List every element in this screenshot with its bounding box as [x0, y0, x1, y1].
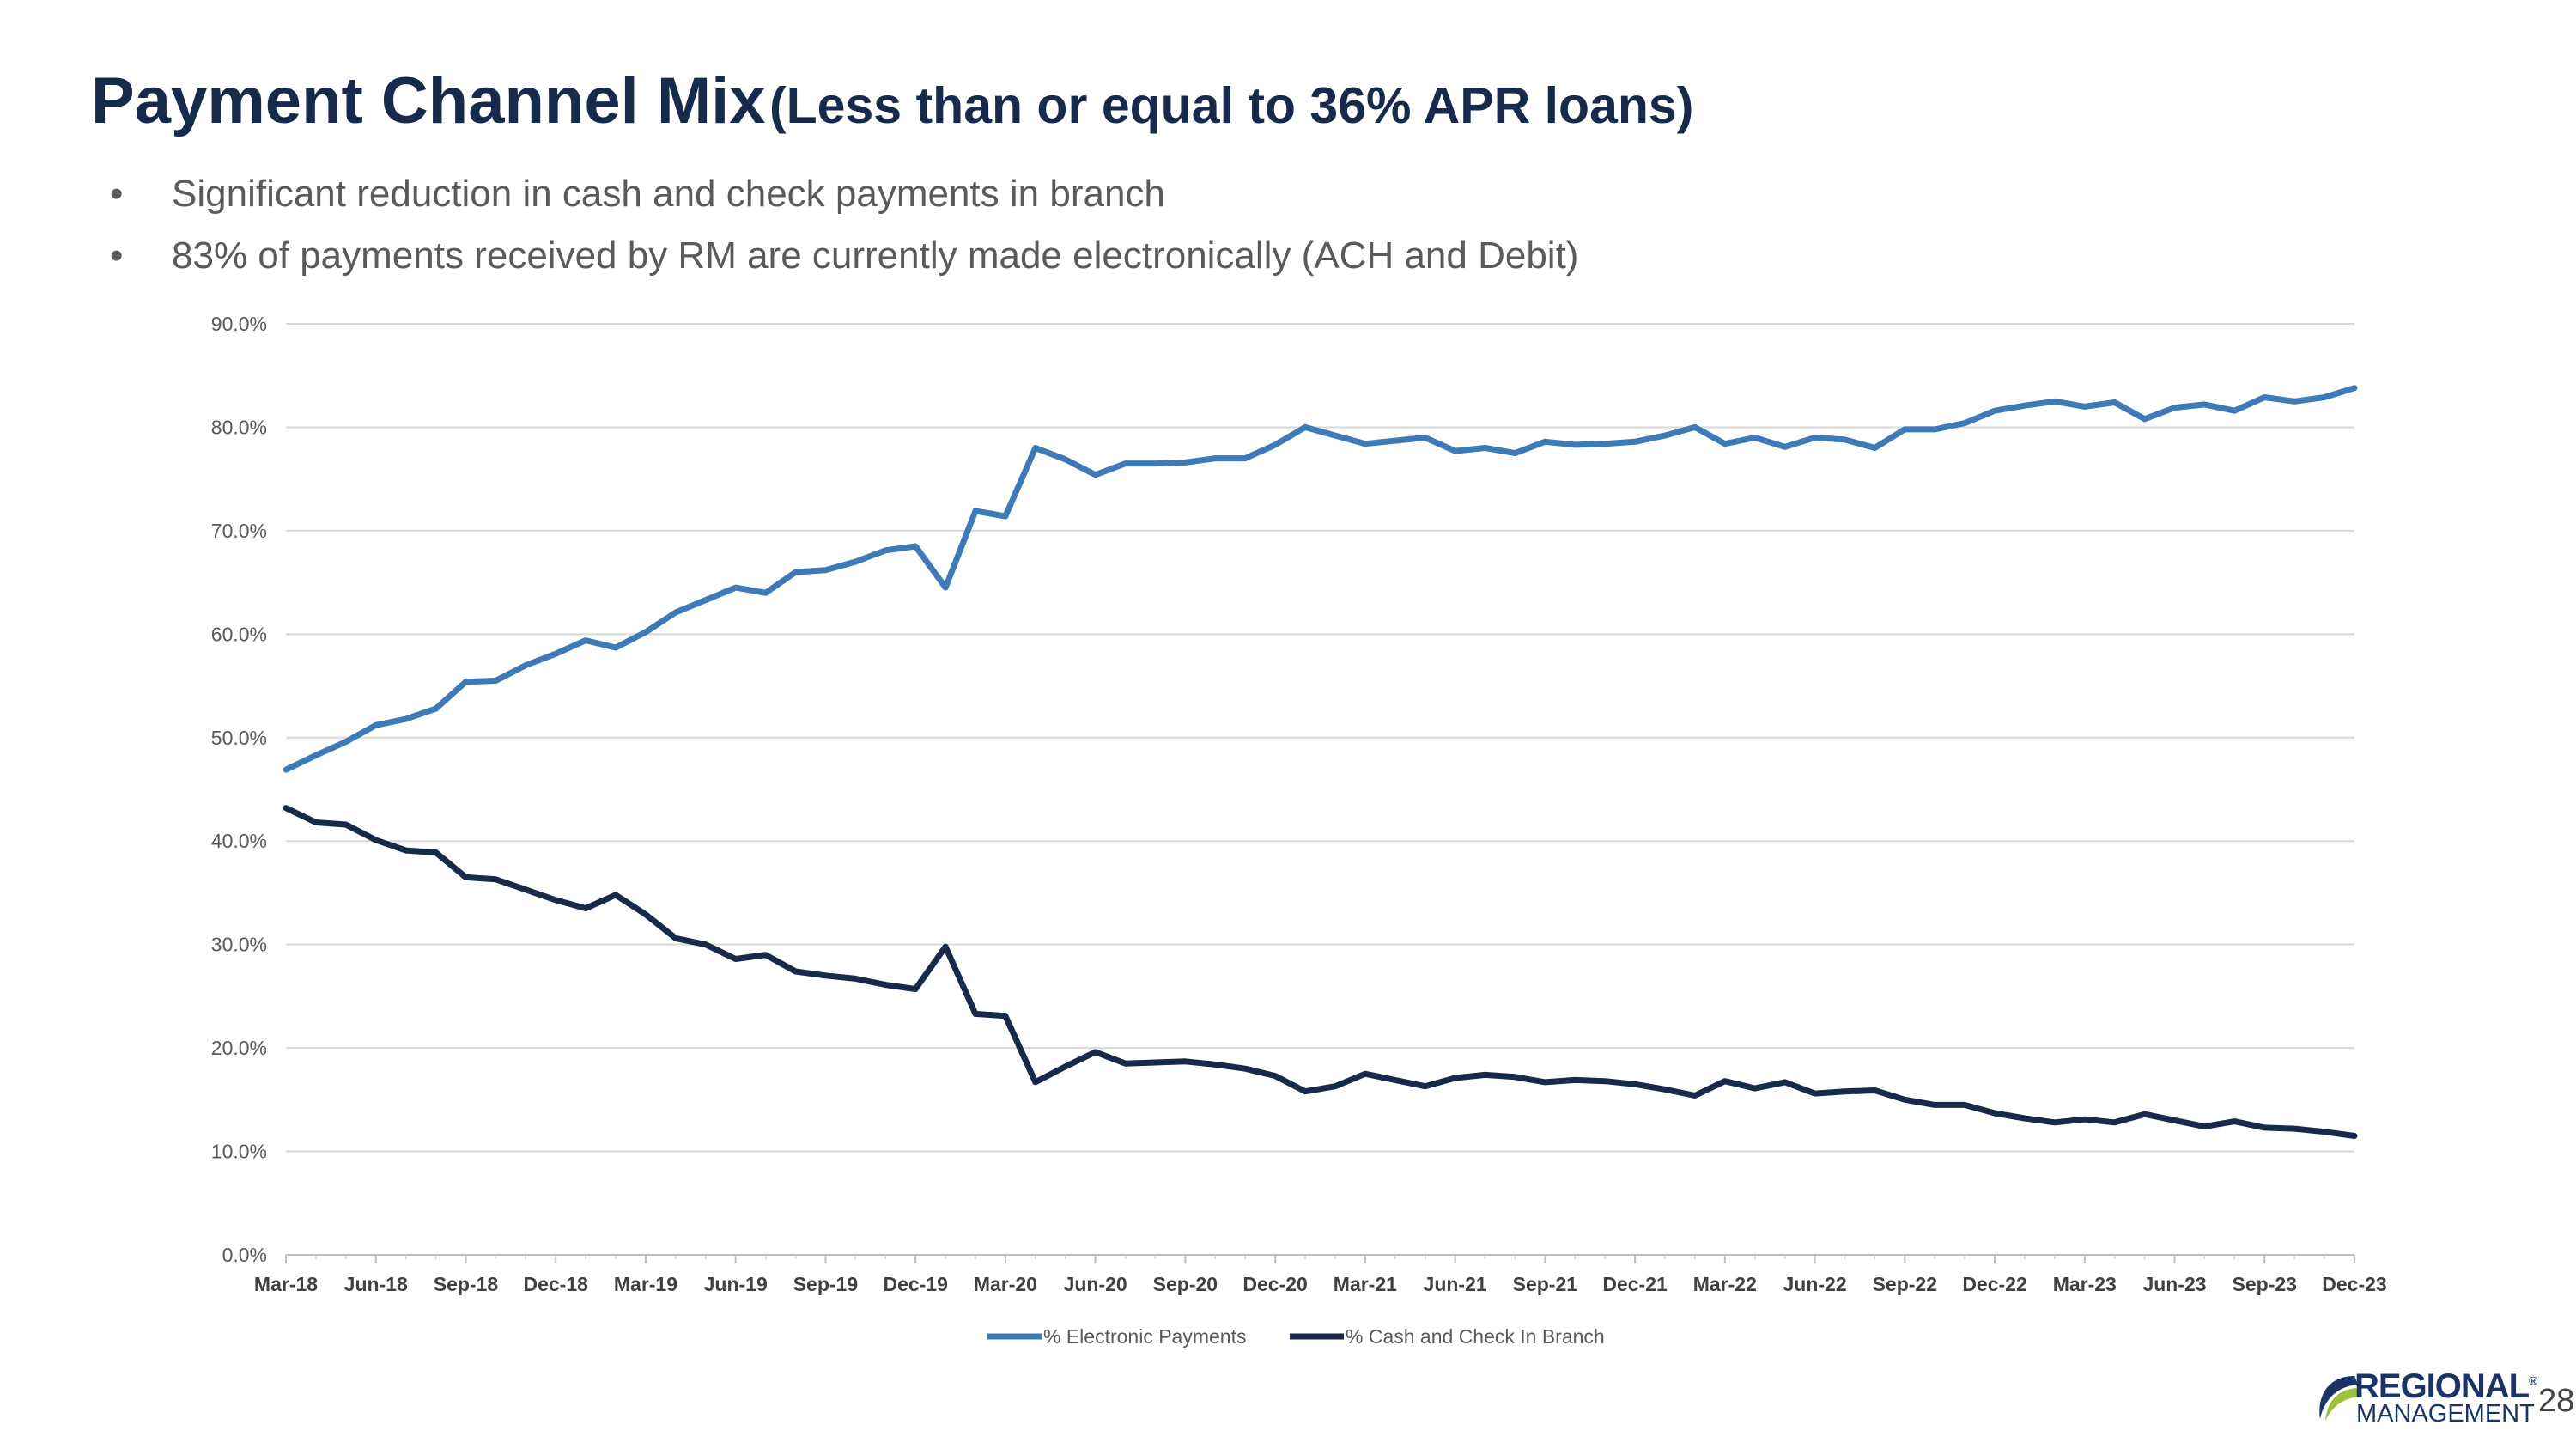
x-tick-label: Mar-22: [1693, 1273, 1757, 1295]
y-tick-label: 40.0%: [211, 830, 267, 852]
logo-swoosh-icon: [2319, 1376, 2360, 1421]
y-tick-label: 60.0%: [211, 623, 267, 645]
logo-line2: MANAGEMENT: [2356, 1400, 2535, 1428]
x-tick-label: Dec-21: [1602, 1273, 1668, 1295]
bullet-list: • Significant reduction in cash and check…: [106, 163, 1578, 287]
bullet-text: 83% of payments received by RM are curre…: [172, 234, 1579, 277]
title-subtitle: (Less than or equal to 36% APR loans): [769, 77, 1694, 134]
x-tick-label: Jun-21: [1424, 1273, 1487, 1295]
y-tick-label: 70.0%: [211, 520, 267, 542]
bullet-dot-icon: •: [110, 173, 124, 215]
x-tick-label: Sep-20: [1153, 1273, 1218, 1295]
y-tick-label: 10.0%: [211, 1141, 267, 1163]
x-tick-label: Jun-19: [704, 1273, 768, 1295]
x-tick-label: Sep-22: [1873, 1273, 1937, 1295]
x-tick-label: Jun-22: [1783, 1273, 1846, 1295]
x-tick-label: Dec-22: [1962, 1273, 2026, 1295]
y-tick-label: 80.0%: [211, 416, 267, 438]
x-tick-label: Sep-18: [434, 1273, 499, 1295]
page-number: 28: [2538, 1383, 2575, 1419]
title-main: Payment Channel Mix: [91, 64, 766, 137]
x-tick-label: Sep-23: [2233, 1273, 2297, 1295]
grid-layer: [286, 323, 2354, 1153]
bullet-item: • Significant reduction in cash and check…: [106, 163, 1578, 225]
series-line-electronic: [283, 385, 2358, 773]
y-tick-label: 20.0%: [211, 1037, 267, 1059]
y-tick-label: 50.0%: [211, 727, 267, 749]
bullet-text: Significant reduction in cash and check …: [172, 173, 1165, 215]
logo-line1: REGIONAL®: [2354, 1367, 2537, 1405]
bullet-item: • 83% of payments received by RM are curr…: [106, 225, 1578, 287]
x-tick-label: Mar-19: [614, 1273, 677, 1295]
legend-layer: % Electronic Payments % Cash and Check In…: [987, 1325, 1605, 1348]
series-layer: [283, 385, 2358, 1139]
x-tick-label: Jun-20: [1064, 1273, 1127, 1295]
x-tick-label: Sep-21: [1513, 1273, 1578, 1295]
series-line-cash-check: [283, 805, 2358, 1139]
x-tick-label: Mar-20: [974, 1273, 1037, 1295]
x-tick-label: Dec-19: [883, 1273, 947, 1295]
x-tick-label: Sep-19: [793, 1273, 858, 1295]
x-tick-label: Mar-23: [2053, 1273, 2117, 1295]
x-tick-label: Mar-21: [1334, 1273, 1397, 1295]
legend-label: % Cash and Check In Branch: [1346, 1325, 1605, 1348]
x-tick-label: Jun-18: [344, 1273, 408, 1295]
x-tick-label: Dec-18: [523, 1273, 588, 1295]
y-tick-label: 30.0%: [211, 934, 267, 956]
x-tick-label: Dec-23: [2322, 1273, 2386, 1295]
x-tick-label: Dec-20: [1242, 1273, 1307, 1295]
bullet-dot-icon: •: [110, 234, 124, 277]
x-tick-label: Jun-23: [2142, 1273, 2206, 1295]
y-tick-label: 90.0%: [211, 313, 267, 335]
legend-label: % Electronic Payments: [1043, 1325, 1246, 1348]
x-tick-label: Mar-18: [254, 1273, 318, 1295]
axis-layer: 0.0% 10.0% 20.0% 30.0% 40.0% 50.0% 60.0% 70.0% 8…: [211, 313, 2387, 1295]
company-logo: REGIONAL® MANAGEMENT: [2312, 1367, 2537, 1428]
page-title: Payment Channel Mix (Less than or equal …: [91, 64, 1693, 138]
y-tick-label: 0.0%: [222, 1244, 267, 1266]
